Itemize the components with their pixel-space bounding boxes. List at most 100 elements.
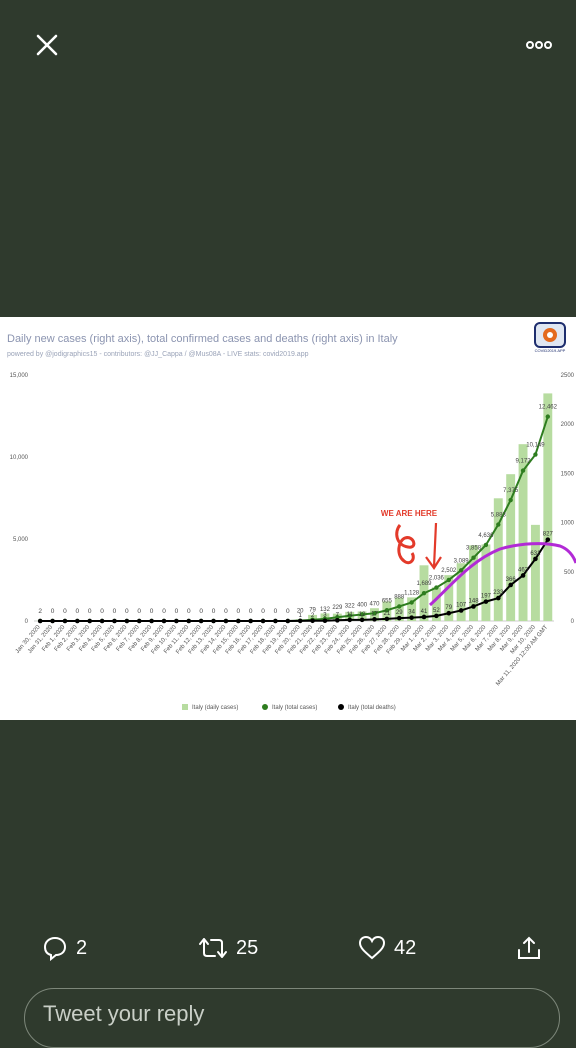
data-label-total-cases: 0 [76,608,80,615]
point-total-cases [508,498,512,502]
point-total-deaths [508,583,513,588]
data-label-total-cases: 1,128 [404,591,420,597]
data-label-total-deaths: 148 [469,598,480,604]
point-total-deaths [397,616,402,621]
point-total-cases [521,468,525,472]
data-label-total-cases: 2,036 [429,576,445,582]
reply-icon [42,935,68,961]
data-label-total-deaths: 366 [506,577,517,583]
point-total-deaths [323,618,328,623]
point-total-deaths [409,615,414,620]
chart-legend: Italy (daily cases) Italy (total cases) It… [182,704,396,711]
more-horizontal-icon [526,39,552,51]
left-axis-tick-label: 15,000 [10,373,29,379]
bar-daily-cases [531,525,540,621]
point-total-cases [422,591,426,595]
data-label-total-deaths: 34 [408,610,415,616]
data-label-total-cases: 3,858 [466,546,482,552]
tweet-actions: 2 25 42 [0,928,576,968]
point-total-cases [546,414,550,418]
data-label-total-cases: 229 [332,605,343,611]
point-total-cases [434,585,438,589]
point-total-deaths [422,615,427,620]
legend-swatch [262,704,268,710]
point-total-deaths [63,619,68,624]
data-label-total-cases: 0 [236,608,240,615]
scribble-mark [397,525,414,563]
point-total-cases [484,543,488,547]
data-label-total-cases: 0 [249,608,253,615]
point-total-deaths [112,619,117,624]
point-total-cases [397,604,401,608]
point-total-cases [447,578,451,582]
right-axis-tick-label: 2500 [561,373,575,379]
point-total-deaths [446,611,451,616]
data-label-total-cases: 0 [113,608,117,615]
data-label-total-deaths: 79 [445,605,452,611]
data-label-total-cases: 0 [274,608,278,615]
point-total-deaths [211,619,216,624]
logo-text: COVID2019.APP [535,348,566,353]
point-total-deaths [224,619,229,624]
close-button[interactable] [30,28,64,62]
reply-button[interactable]: 2 [42,928,87,968]
data-label-total-deaths: 17 [371,611,378,617]
left-axis-tick-label: 5,000 [13,537,29,543]
data-label-total-cases: 5,883 [491,513,507,519]
data-label-total-cases: 0 [100,608,104,615]
point-total-deaths [248,619,253,624]
data-label-total-deaths: 41 [421,609,428,615]
data-label-total-cases: 0 [212,608,216,615]
data-label-total-cases: 12,462 [539,405,558,411]
point-total-deaths [186,619,191,624]
more-options-button[interactable] [520,30,558,60]
left-axis-tick-label: 0 [25,619,29,625]
legend-label: Italy (daily cases) [192,705,238,711]
data-label-total-deaths: 463 [518,567,529,573]
legend-swatch [182,704,188,710]
data-label-total-deaths: 21 [384,611,391,617]
point-total-deaths [459,608,464,613]
share-button[interactable] [516,928,542,968]
heart-icon [358,935,386,961]
data-label-total-cases: 0 [63,608,67,615]
data-label-total-cases: 9,172 [516,459,532,465]
point-total-deaths [434,614,439,619]
point-total-cases [533,452,537,456]
tweet-media-chart[interactable]: Daily new cases (right axis), total conf… [0,317,576,720]
data-label-total-cases: 655 [382,598,393,604]
data-label-total-cases: 470 [369,601,380,607]
data-label-total-cases: 0 [51,608,55,615]
data-label-total-deaths: 827 [543,532,554,538]
like-count: 42 [394,937,416,960]
point-total-deaths [533,557,538,562]
point-total-deaths [125,619,130,624]
data-label-total-cases: 10,149 [526,443,545,449]
point-total-deaths [87,619,92,624]
right-axis-tick-label: 1500 [561,471,575,477]
reply-count: 2 [76,937,87,960]
point-total-deaths [484,599,489,604]
data-label-total-cases: 400 [357,602,368,608]
legend-label: Italy (total deaths) [348,705,396,711]
data-label-total-cases: 1,689 [416,581,432,587]
point-total-deaths [236,619,241,624]
right-axis-tick-label: 2000 [561,422,575,428]
retweet-button[interactable]: 25 [198,928,258,968]
point-total-deaths [137,619,142,624]
data-label-total-deaths: 12 [359,612,366,618]
share-icon [516,935,542,961]
like-button[interactable]: 42 [358,928,416,968]
tweet-reply-input[interactable]: Tweet your reply [24,988,560,1048]
data-label-total-deaths: 107 [456,602,467,608]
point-total-deaths [347,618,352,623]
legend-label: Italy (total cases) [272,705,317,711]
retweet-icon [198,935,228,961]
point-total-deaths [75,619,80,624]
data-label-total-cases: 0 [137,608,141,615]
point-total-cases [471,556,475,560]
point-total-deaths [50,619,55,624]
data-label-total-cases: 322 [345,604,356,610]
point-total-deaths [100,619,105,624]
